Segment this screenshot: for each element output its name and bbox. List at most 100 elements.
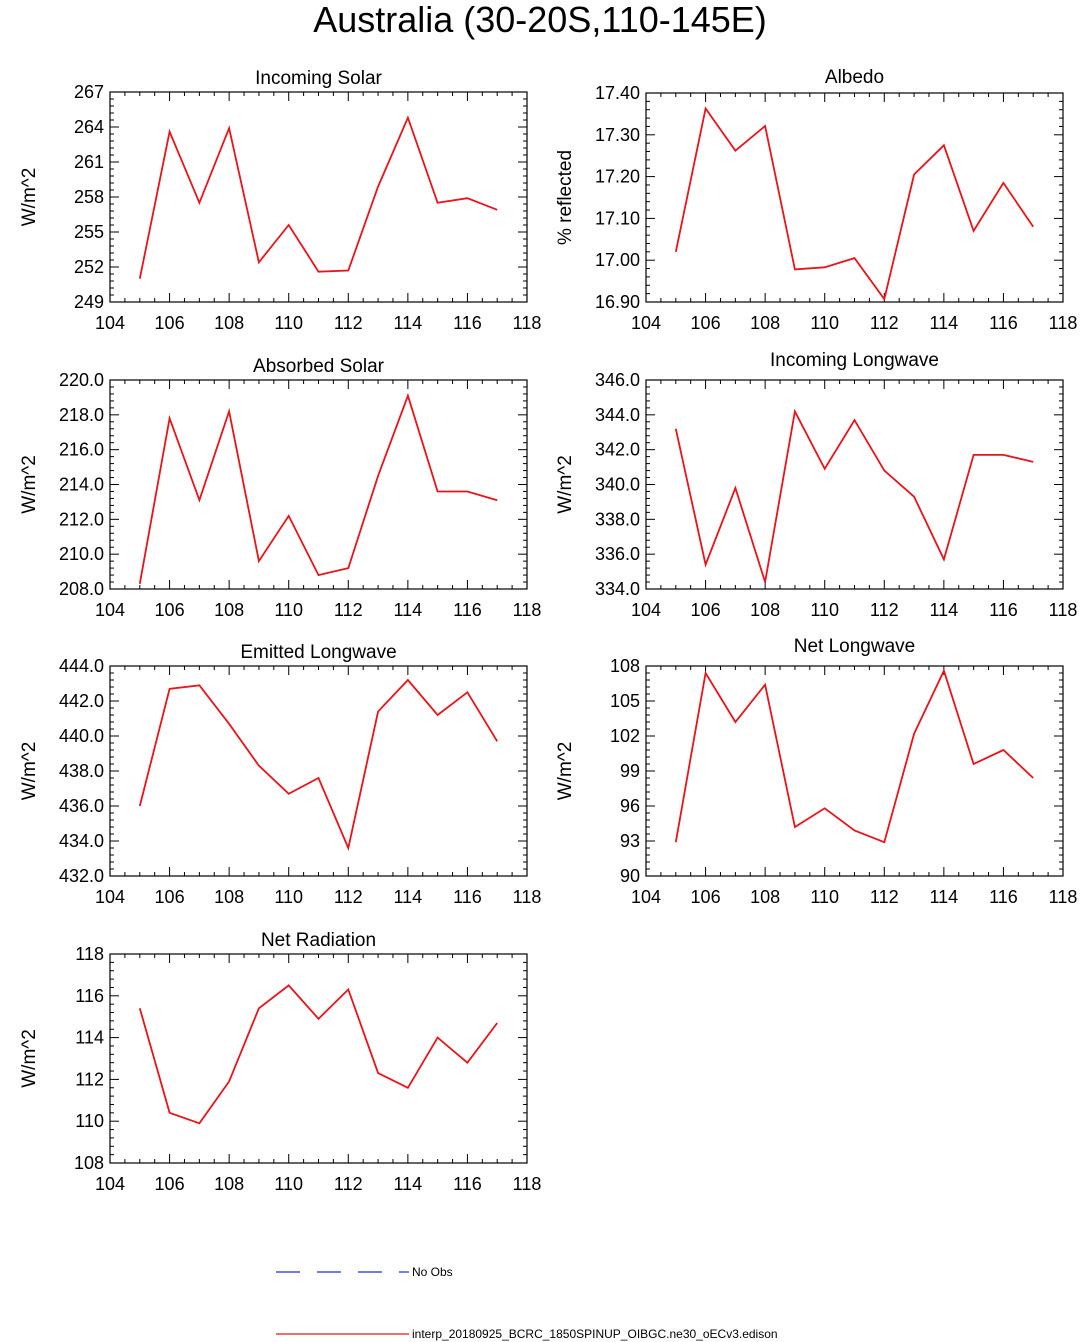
- x-tick-label: 108: [214, 887, 244, 907]
- y-tick-label: 208.0: [59, 579, 104, 599]
- x-tick-label: 108: [750, 313, 780, 333]
- plot-frame: [109, 379, 528, 590]
- x-tick-label: 114: [394, 1174, 423, 1194]
- x-tick-label: 118: [513, 313, 542, 333]
- x-tick-label: 114: [930, 887, 959, 907]
- y-tick-label: 108: [74, 1153, 104, 1173]
- y-tick-label: 336.0: [595, 544, 640, 564]
- x-tick-label: 106: [691, 887, 721, 907]
- x-tick-label: 118: [513, 887, 542, 907]
- legend: [276, 1271, 409, 1335]
- y-tick-label: 338.0: [595, 509, 640, 529]
- x-tick-label: 104: [631, 600, 661, 620]
- y-tick-label: 252: [74, 257, 104, 277]
- x-tick-label: 116: [453, 313, 482, 333]
- y-axis-label: W/m^2: [555, 742, 576, 801]
- y-tick-label: 17.30: [595, 125, 640, 145]
- y-tick-label: 444.0: [59, 656, 104, 676]
- legend-model-label: interp_20180925_BCRC_1850SPINUP_OIBGC.ne…: [412, 1327, 778, 1341]
- x-tick-label: 112: [334, 1174, 363, 1194]
- series-line: [138, 984, 498, 1125]
- x-tick-label: 110: [810, 313, 839, 333]
- x-tick-label: 110: [810, 600, 839, 620]
- plot-frame: [645, 665, 1064, 877]
- x-tick-label: 116: [989, 887, 1018, 907]
- y-tick-label: 216.0: [59, 440, 104, 460]
- y-tick-label: 258: [74, 187, 104, 207]
- y-tick-label: 436.0: [59, 796, 104, 816]
- y-tick-label: 114: [75, 1028, 104, 1048]
- x-tick-label: 118: [513, 1174, 542, 1194]
- x-tick-label: 112: [870, 887, 899, 907]
- series-line: [674, 668, 1034, 844]
- y-tick-label: 434.0: [59, 831, 104, 851]
- x-tick-label: 114: [930, 600, 959, 620]
- series-line: [138, 115, 498, 279]
- series-line: [674, 106, 1034, 302]
- x-tick-label: 106: [155, 600, 185, 620]
- x-tick-label: 114: [394, 313, 423, 333]
- panel-absorbed-solar: Absorbed Solar W/m^2 104 106 108 110 112 114 116…: [19, 356, 541, 620]
- y-tick-label: 249: [74, 292, 104, 312]
- y-tick-label: 210.0: [59, 544, 104, 564]
- figure-title: Australia (30-20S,110-145E): [313, 0, 767, 40]
- x-tick-label: 118: [1049, 313, 1078, 333]
- x-tick-label: 104: [95, 887, 125, 907]
- y-tick-label: 440.0: [59, 726, 104, 746]
- y-tick-label: 16.90: [595, 292, 640, 312]
- y-tick-label: 334.0: [595, 579, 640, 599]
- y-tick-label: 90: [620, 866, 640, 886]
- x-tick-label: 108: [214, 313, 244, 333]
- y-axis-label: % reflected: [555, 150, 576, 245]
- y-tick-label: 267: [74, 82, 104, 102]
- x-tick-label: 110: [810, 887, 839, 907]
- x-tick-label: 116: [989, 313, 1018, 333]
- y-tick-label: 255: [74, 222, 104, 242]
- y-tick-label: 442.0: [59, 691, 104, 711]
- x-tick-label: 110: [274, 887, 303, 907]
- panel-incoming-longwave: Incoming Longwave W/m^2 104 106 108 110 112 114…: [555, 350, 1077, 620]
- panel-net-radiation: Net Radiation W/m^2 104 106 108 110 112 114 116 1…: [19, 930, 541, 1194]
- x-tick-label: 110: [274, 313, 303, 333]
- y-tick-label: 264: [74, 117, 104, 137]
- panel-title: Net Radiation: [261, 930, 376, 951]
- plot-frame: [109, 953, 528, 1164]
- x-tick-label: 104: [95, 1174, 125, 1194]
- x-tick-label: 108: [750, 600, 780, 620]
- panel-title: Emitted Longwave: [240, 642, 396, 663]
- x-tick-label: 106: [155, 1174, 185, 1194]
- y-tick-label: 17.00: [595, 250, 640, 270]
- x-tick-label: 108: [750, 887, 780, 907]
- x-tick-label: 118: [513, 600, 542, 620]
- y-tick-label: 102: [610, 726, 640, 746]
- y-tick-label: 112: [75, 1069, 104, 1089]
- y-tick-label: 342.0: [595, 440, 640, 460]
- y-tick-label: 212.0: [59, 509, 104, 529]
- x-tick-label: 118: [1049, 600, 1078, 620]
- y-tick-label: 344.0: [595, 405, 640, 425]
- y-tick-label: 99: [620, 761, 640, 781]
- x-tick-label: 106: [691, 313, 721, 333]
- plot-frame: [109, 665, 528, 877]
- x-tick-label: 112: [870, 600, 899, 620]
- panel-albedo: Albedo % reflected 104 106 108 110 112 114 116 11…: [555, 67, 1077, 333]
- y-axis-label: W/m^2: [19, 1029, 40, 1088]
- panel-incoming-solar: Incoming Solar W/m^2 104 106 108 110 112 114 116…: [19, 68, 541, 333]
- y-tick-label: 346.0: [595, 370, 640, 390]
- x-tick-label: 104: [631, 887, 661, 907]
- x-tick-label: 110: [274, 1174, 303, 1194]
- y-tick-label: 432.0: [59, 866, 104, 886]
- y-tick-label: 96: [620, 796, 640, 816]
- y-axis-label: W/m^2: [19, 168, 40, 227]
- y-tick-label: 17.40: [595, 83, 640, 103]
- x-tick-label: 108: [214, 600, 244, 620]
- y-tick-label: 340.0: [595, 475, 640, 495]
- x-tick-label: 116: [453, 887, 482, 907]
- x-tick-label: 104: [95, 313, 125, 333]
- y-tick-label: 220.0: [59, 370, 104, 390]
- x-tick-label: 108: [214, 1174, 244, 1194]
- x-tick-label: 112: [334, 600, 363, 620]
- panel-title: Absorbed Solar: [253, 356, 385, 377]
- x-tick-label: 112: [334, 887, 363, 907]
